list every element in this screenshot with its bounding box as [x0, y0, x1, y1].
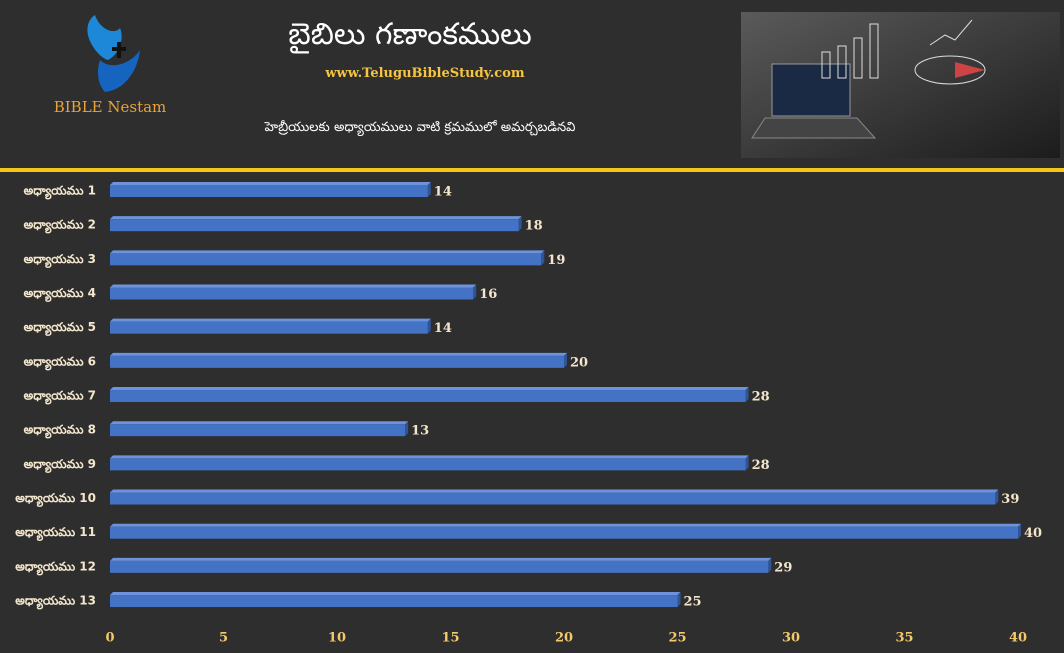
bar-top — [110, 523, 1021, 527]
x-tick-label: 10 — [328, 631, 346, 646]
x-tick-label: 20 — [555, 631, 573, 646]
value-label: 19 — [547, 253, 565, 268]
bar — [110, 185, 428, 197]
category-label: అధ్యాయము 7 — [24, 389, 96, 405]
value-label: 13 — [411, 424, 429, 439]
x-tick-label: 25 — [668, 631, 686, 646]
bar-top — [110, 592, 681, 596]
category-label: అధ్యాయము 12 — [15, 559, 96, 575]
bar-side — [1018, 523, 1021, 539]
x-tick-label: 40 — [1009, 631, 1027, 646]
logo — [87, 15, 140, 92]
bar — [110, 424, 406, 437]
divider — [0, 168, 1064, 172]
bar — [110, 492, 996, 505]
bar — [110, 595, 678, 608]
value-label: 20 — [570, 355, 588, 370]
category-label: అధ్యాయము 11 — [15, 525, 96, 541]
value-label: 14 — [434, 321, 452, 336]
category-label: అధ్యాయము 10 — [15, 491, 96, 507]
bar — [110, 321, 428, 334]
value-label: 18 — [525, 219, 543, 234]
x-tick-label: 0 — [105, 631, 114, 646]
bar-side — [541, 250, 545, 266]
bar — [110, 390, 746, 403]
website: www.TeluguBibleStudy.com — [324, 66, 525, 81]
bar — [110, 219, 519, 232]
title: బైబిలు గణాంకములు — [288, 17, 532, 54]
category-label: అధ్యాయము 5 — [24, 320, 96, 336]
category-label: అధ్యాయము 8 — [24, 423, 96, 439]
bar-side — [995, 489, 999, 505]
bar-top — [110, 455, 749, 459]
bar — [110, 458, 746, 471]
bar-side — [677, 592, 681, 608]
value-label: 25 — [684, 595, 702, 610]
category-label: అధ్యాయము 1 — [24, 184, 96, 200]
bar — [110, 355, 564, 368]
value-label: 28 — [752, 458, 770, 473]
bar-side — [564, 352, 567, 368]
x-tick-label: 30 — [782, 631, 800, 646]
bar-top — [110, 387, 749, 391]
bar-side — [518, 216, 522, 232]
bar — [110, 526, 1018, 539]
bar-top — [110, 318, 431, 322]
logo-text: BIBLE Nestam — [54, 98, 167, 116]
bar — [110, 560, 769, 573]
subtitle: హెబ్రీయులకు అధ్యాయములు వాటి క్రమములో అమర… — [264, 120, 576, 137]
bar-side — [405, 421, 409, 437]
value-label: 28 — [752, 390, 770, 405]
illustration — [741, 12, 1060, 158]
category-label: అధ్యాయము 13 — [15, 594, 96, 610]
category-label: అధ్యాయము 6 — [24, 354, 96, 370]
bar-side — [427, 318, 431, 334]
bar-side — [745, 387, 749, 403]
value-label: 40 — [1024, 526, 1042, 541]
x-tick-label: 5 — [219, 631, 228, 646]
bar-top — [110, 352, 567, 356]
bar-top — [110, 182, 431, 185]
bar-side — [473, 284, 477, 300]
bar — [110, 287, 474, 300]
bar-top — [110, 250, 545, 254]
category-label: అధ్యాయము 9 — [24, 457, 96, 473]
bar-top — [110, 216, 522, 220]
x-tick-label: 15 — [441, 631, 459, 646]
bar-top — [110, 421, 409, 425]
category-label: అధ్యాయము 2 — [24, 218, 96, 234]
value-label: 39 — [1001, 492, 1019, 507]
bar — [110, 253, 542, 266]
bar-side — [768, 557, 772, 573]
value-label: 14 — [434, 185, 452, 200]
bar-top — [110, 557, 772, 561]
value-label: 29 — [774, 560, 792, 575]
value-label: 16 — [479, 287, 497, 302]
bar-top — [110, 284, 477, 288]
x-tick-label: 35 — [895, 631, 913, 646]
bar-top — [110, 489, 999, 493]
category-label: అధ్యాయము 4 — [24, 286, 96, 302]
category-label: అధ్యాయము 3 — [24, 252, 96, 268]
bar-side — [745, 455, 749, 471]
bar-side — [427, 182, 431, 197]
